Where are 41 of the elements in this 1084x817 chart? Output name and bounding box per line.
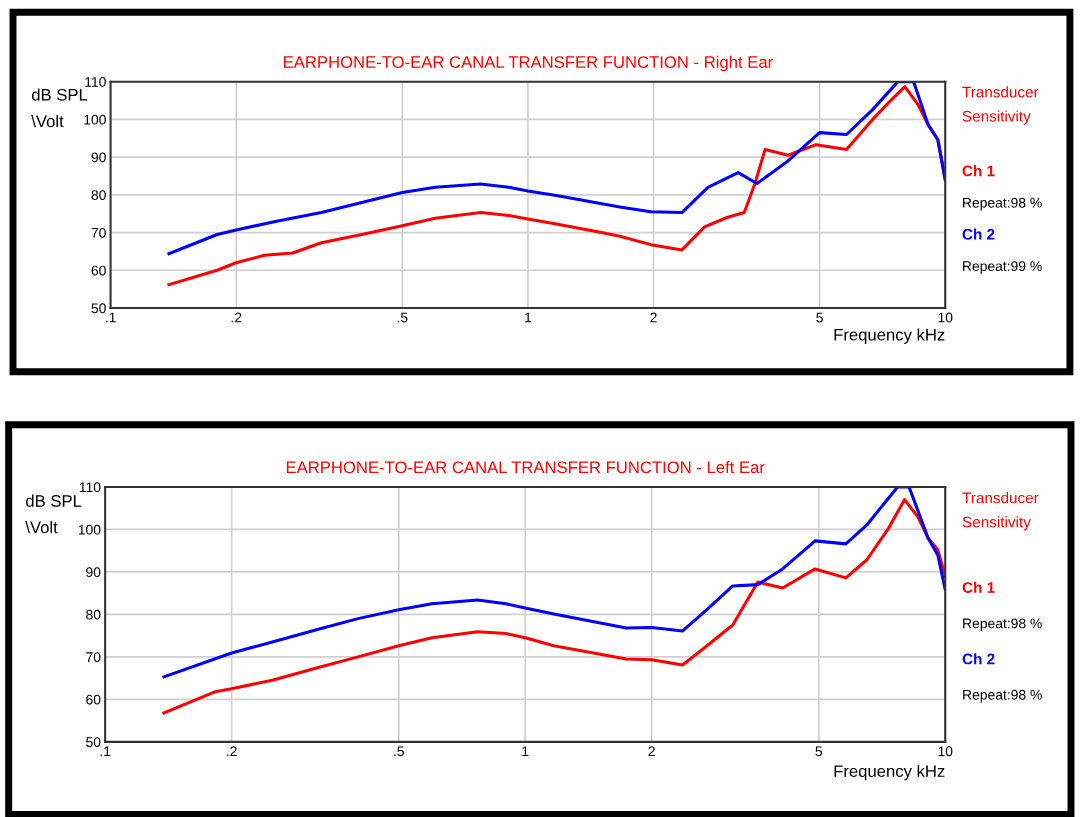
text: Transducer Sensitivity [962, 86, 1039, 125]
y-tick-label: 70 [86, 652, 101, 663]
y-tick-label: 100 [84, 114, 106, 125]
y-tick-label: 90 [91, 152, 106, 163]
x-axis-title: Frequency kHz [834, 328, 945, 344]
x-tick-label: 10 [938, 312, 953, 323]
chart-title: EARPHONE-TO-EAR CANAL TRANSFER FUNCTION - Right Ear [284, 55, 773, 72]
x-tick-label: .1 [100, 746, 111, 757]
text: Repeat:99 % [963, 261, 1042, 274]
y-tick-label: 50 [86, 737, 101, 748]
y-tick-label: 90 [86, 567, 101, 578]
x-tick-label: 1 [522, 746, 529, 757]
chart-title: EARPHONE-TO-EAR CANAL TRANSFER FUNCTION - Left Ear [286, 460, 765, 474]
text: Repeat:98 % [963, 618, 1042, 632]
x-tick-label: 2 [650, 312, 657, 323]
x-tick-label: .2 [227, 746, 237, 757]
x-tick-label: 1 [525, 312, 532, 323]
y-tick-label: 50 [91, 303, 106, 314]
x-tick-label: .1 [106, 312, 116, 323]
text: Repeat:98 % [963, 197, 1042, 211]
y-tick-label: 80 [91, 190, 106, 201]
y-tick-label: 110 [85, 77, 106, 87]
y-tick-label: 110 [79, 482, 101, 493]
x-tick-label: 5 [815, 746, 823, 757]
x-tick-label: 5 [816, 312, 823, 323]
text: Transducer Sensitivity [962, 492, 1039, 531]
x-tick-label: 2 [648, 746, 655, 757]
x-tick-label: .2 [231, 312, 242, 323]
text: Ch 2 [962, 653, 995, 665]
text: Repeat:98 % [963, 689, 1042, 703]
x-tick-label: .5 [397, 312, 408, 323]
text: Ch 2 [962, 228, 995, 240]
x-tick-label: 10 [938, 746, 953, 757]
series-label: Ch 1 [962, 165, 995, 177]
y-tick-label: 60 [86, 694, 101, 705]
y-tick-label: 70 [91, 227, 106, 238]
y-tick-label: 60 [91, 265, 106, 276]
x-tick-label: .5 [394, 746, 404, 757]
y-tick-label: 80 [86, 609, 101, 620]
series-label: Ch 1 [962, 581, 995, 593]
x-axis-title: Frequency kHz [834, 764, 945, 781]
